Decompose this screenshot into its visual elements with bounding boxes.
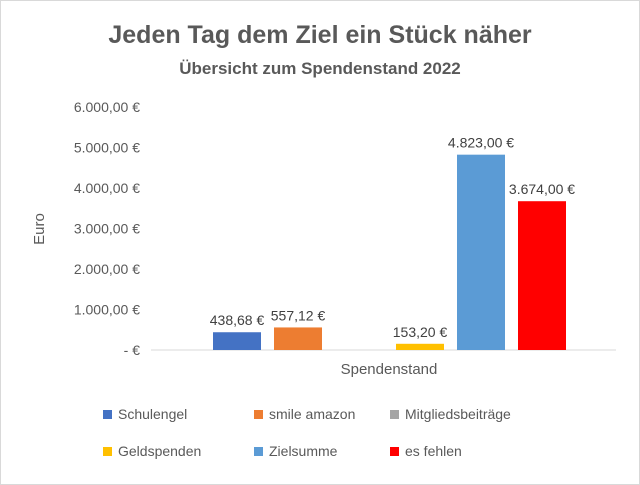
legend-swatch [254, 409, 263, 419]
y-tick-label: 5.000,00 € [74, 140, 140, 156]
y-tick-label: - € [124, 342, 141, 358]
legend-swatch [103, 446, 112, 456]
bar-geldspenden [396, 343, 444, 350]
y-tick-label: 4.000,00 € [74, 180, 140, 196]
x-axis-title: Spendenstand [341, 361, 438, 378]
bar-smile-amazon [274, 327, 322, 350]
y-axis-ticks: - € 1.000,00 € 2.000,00 € 3.000,00 € 4.000,0… [74, 99, 140, 358]
data-label: 557,12 € [271, 307, 326, 323]
legend-label: Schulengel [118, 406, 188, 422]
legend-label: Mitgliedsbeiträge [405, 406, 511, 422]
plot-area: - € 1.000,00 € 2.000,00 € 3.000,00 € 4.000,0… [31, 99, 616, 378]
legend-label: es fehlen [405, 443, 462, 459]
bar-zielsumme [457, 154, 505, 350]
y-axis-title: Euro [31, 213, 48, 245]
y-tick-label: 6.000,00 € [74, 99, 140, 115]
legend-item: es fehlen [390, 443, 462, 459]
data-label: 153,20 € [393, 324, 448, 340]
chart-subtitle: Übersicht zum Spendenstand 2022 [179, 59, 461, 78]
data-label: 3.674,00 € [509, 181, 575, 197]
legend-label: smile amazon [269, 406, 356, 422]
legend-swatch [390, 409, 399, 419]
y-tick-label: 1.000,00 € [74, 302, 140, 318]
legend-swatch [390, 446, 399, 456]
legend-item: Mitgliedsbeiträge [390, 406, 511, 422]
data-labels-group: 438,68 € 557,12 € 153,20 € 4.823,00 € 3.674,… [210, 135, 576, 340]
legend-swatch [103, 409, 112, 419]
legend-label: Zielsumme [269, 443, 338, 459]
legend-item: Zielsumme [254, 443, 337, 459]
legend-item: Geldspenden [103, 443, 201, 459]
legend-swatch [254, 446, 263, 456]
y-tick-label: 2.000,00 € [74, 261, 140, 277]
bar-schulengel [213, 332, 261, 350]
bars-group [213, 154, 566, 350]
bar-es-fehlen [518, 201, 566, 350]
y-tick-label: 3.000,00 € [74, 221, 140, 237]
data-label: 4.823,00 € [448, 135, 514, 151]
legend-item: smile amazon [254, 406, 355, 422]
legend-label: Geldspenden [118, 443, 202, 459]
chart-title: Jeden Tag dem Ziel ein Stück näher [108, 21, 532, 49]
data-label: 438,68 € [210, 312, 265, 328]
legend-item: Schulengel [103, 406, 187, 422]
